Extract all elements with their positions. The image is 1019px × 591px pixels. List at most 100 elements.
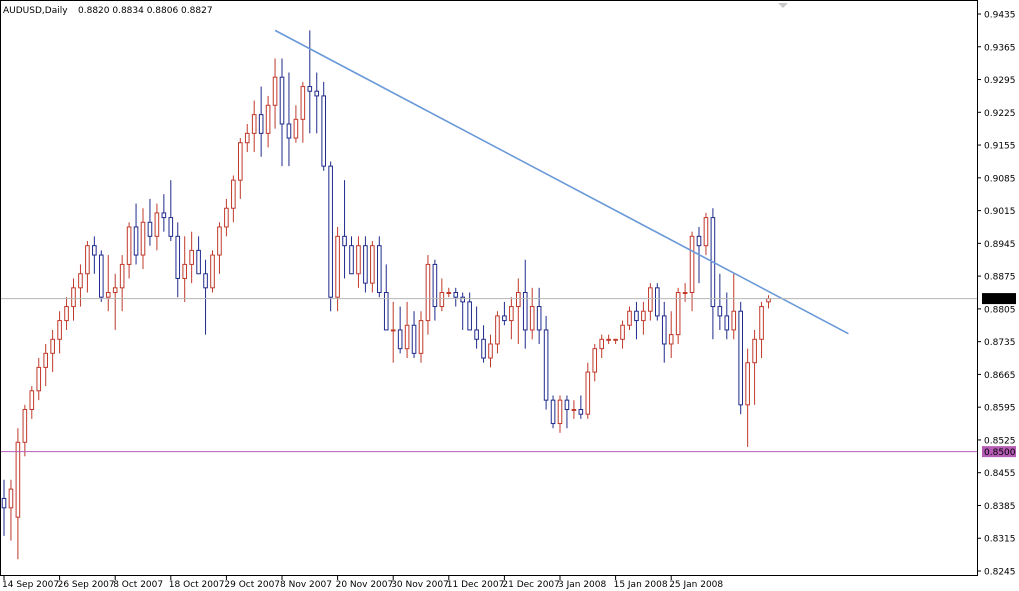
- candle-body: [724, 315, 730, 331]
- candle-body: [564, 399, 570, 411]
- candle-body: [446, 292, 452, 294]
- candle: [307, 30, 313, 134]
- candle-body: [182, 263, 187, 279]
- candle: [425, 255, 431, 335]
- candle: [29, 386, 35, 419]
- candle: [161, 194, 167, 232]
- time-tick-label: 18 Oct 2007: [169, 580, 225, 590]
- candle: [119, 255, 125, 312]
- candle: [279, 58, 285, 167]
- candle: [418, 311, 424, 363]
- candle: [99, 250, 104, 302]
- candle: [342, 180, 347, 279]
- candle-body: [703, 217, 709, 247]
- candle-body: [321, 95, 326, 167]
- candle: [613, 338, 618, 344]
- price-tick-label: 0.9085: [984, 174, 1016, 184]
- candle: [529, 287, 535, 340]
- price-tick-label: 0.8525: [984, 436, 1016, 446]
- chart-ohlc-readout: 0.8820 0.8834 0.8806 0.8827: [78, 6, 213, 16]
- candle: [356, 236, 361, 288]
- candle: [509, 297, 514, 340]
- candle-body: [689, 235, 695, 294]
- price-tick-label: 0.8665: [984, 371, 1016, 381]
- candle: [363, 236, 368, 293]
- candle-body: [154, 212, 160, 237]
- candle-body: [550, 399, 556, 425]
- candle-body: [641, 310, 646, 322]
- candle-body: [22, 409, 28, 443]
- candle: [349, 236, 354, 275]
- candle: [474, 306, 479, 349]
- candle-body: [161, 212, 167, 219]
- time-tick-label: 15 Jan 2008: [614, 580, 668, 590]
- candle-body: [627, 310, 632, 326]
- candle: [43, 343, 49, 387]
- candle: [522, 259, 528, 349]
- candle-body: [481, 338, 486, 359]
- candle: [71, 278, 76, 321]
- candle: [446, 287, 452, 298]
- candle: [203, 259, 208, 335]
- candle-body: [112, 287, 118, 294]
- candle-body: [404, 324, 410, 350]
- candle-body: [133, 226, 139, 256]
- candle: [668, 311, 674, 359]
- candle: [432, 259, 438, 321]
- candle-body: [529, 306, 535, 331]
- candle-body: [488, 343, 493, 359]
- price-tick-label: 0.9155: [984, 142, 1016, 152]
- candle-body: [655, 287, 660, 317]
- time-tick-label: 20 Nov 2007: [336, 580, 394, 590]
- candle-body: [356, 245, 361, 275]
- candle-body: [168, 217, 174, 237]
- chart-shift-marker-icon[interactable]: [778, 3, 788, 8]
- candle: [648, 283, 653, 321]
- candle-body: [78, 273, 83, 289]
- candle-body: [307, 86, 313, 92]
- candle-body: [265, 104, 271, 134]
- candle: [439, 278, 445, 312]
- candle-body: [557, 399, 563, 425]
- price-axis: 0.9435 0.9365 0.9295 0.9225 0.9155 0.9085 0.90…: [977, 11, 1016, 578]
- candle: [133, 203, 139, 265]
- time-tick-label: 29 Oct 2007: [224, 580, 280, 590]
- candle-body: [370, 245, 375, 284]
- candle: [377, 236, 382, 298]
- candle: [196, 236, 201, 275]
- time-tick-label: 11 Dec 2007: [447, 580, 505, 590]
- price-tick-label: 0.8245: [984, 568, 1016, 578]
- candle-body: [675, 292, 681, 336]
- time-tick-label: 30 Nov 2007: [391, 580, 449, 590]
- candle-body: [50, 338, 55, 354]
- candle: [655, 283, 660, 321]
- candle-body: [411, 324, 417, 354]
- price-tick-label: 0.9015: [984, 207, 1016, 217]
- candle: [238, 138, 243, 199]
- candle: [759, 301, 764, 359]
- candle-body: [175, 235, 181, 279]
- trendline[interactable]: [274, 29, 849, 335]
- support-price-label: 0.8500: [982, 446, 1016, 458]
- candle: [224, 198, 229, 237]
- candle-body: [474, 329, 479, 340]
- candle: [78, 264, 83, 307]
- candle-body: [648, 287, 653, 312]
- candle-body: [210, 254, 215, 289]
- candle-body: [8, 488, 14, 509]
- candle: [641, 301, 646, 335]
- time-tick-label: 14 Sep 2007: [2, 580, 59, 590]
- candlestick-series: [1, 30, 771, 560]
- candle: [516, 278, 521, 344]
- candle: [383, 264, 389, 331]
- candle-body: [432, 263, 438, 308]
- support-price-box: [982, 446, 1016, 458]
- candle-body: [502, 315, 507, 322]
- candle-body: [467, 301, 472, 331]
- candle: [314, 72, 320, 134]
- price-tick-label: 0.8735: [984, 338, 1016, 348]
- price-tick-label: 0.9435: [984, 11, 1016, 21]
- candle-body: [536, 306, 542, 331]
- candle: [738, 301, 744, 415]
